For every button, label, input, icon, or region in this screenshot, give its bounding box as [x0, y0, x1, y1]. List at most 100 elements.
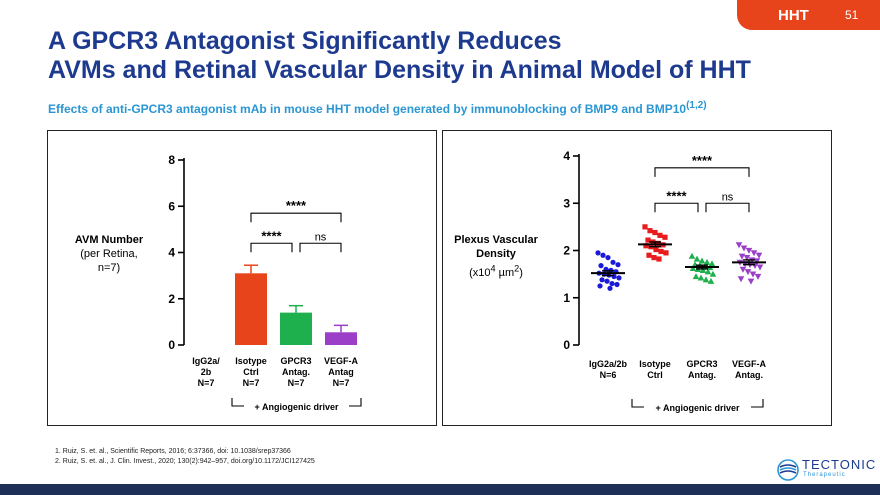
density-data-point — [656, 256, 662, 262]
density-y-tick-label: 4 — [563, 149, 570, 163]
density-significance-label: **** — [692, 153, 713, 168]
density-x-tick-label: N=6 — [600, 370, 617, 380]
density-data-point — [756, 264, 764, 271]
density-data-point — [692, 273, 700, 280]
density-data-point — [750, 250, 758, 257]
avm-x-tick-label: N=7 — [198, 378, 215, 388]
density-data-point — [616, 275, 622, 281]
avm-significance-bracket — [250, 242, 293, 253]
density-x-tick-label: Ctrl — [647, 370, 663, 380]
density-data-point — [737, 276, 745, 283]
density-y-tick-label: 0 — [563, 338, 570, 352]
density-data-point — [688, 252, 696, 259]
page-number: 51 — [845, 8, 859, 22]
density-data-point — [707, 277, 715, 284]
density-data-point — [743, 254, 751, 261]
avm-x-tick-label: Ctrl — [243, 367, 259, 377]
avm-y-axis-label: AVM Number (per Retina, n=7) — [64, 233, 154, 275]
density-data-point — [704, 268, 712, 275]
density-data-point — [605, 254, 611, 261]
density-driver-bracket-right — [751, 399, 764, 408]
subtitle-reference: (1,2) — [686, 100, 707, 111]
density-data-point — [755, 252, 763, 259]
density-chart-panel: Plexus Vascular Density (x104 µm2) 0 1 2 3 4… — [442, 130, 832, 426]
avm-y-tick-label: 8 — [168, 153, 175, 167]
avm-driver-bracket-left — [231, 398, 244, 407]
density-data-point — [662, 234, 668, 240]
density-data-point — [598, 263, 604, 269]
avm-y-label-main: AVM Number — [74, 234, 144, 246]
density-data-point — [609, 280, 615, 287]
company-logo: TECTONIC Therapeutic — [776, 456, 876, 484]
avm-driver-label: + Angiogenic driver — [255, 402, 339, 412]
avm-x-tick-label: N=7 — [288, 378, 305, 388]
references: 1. Ruiz, S. et. al., Scientific Reports,… — [55, 447, 315, 467]
density-data-point — [615, 262, 621, 268]
avm-x-tick-label: VEGF-A — [324, 356, 359, 366]
density-x-tick-label: Antag. — [688, 370, 716, 380]
density-data-point — [652, 229, 658, 236]
section-badge-label: HHT — [778, 7, 809, 24]
density-data-point — [703, 258, 711, 265]
density-x-tick-label: Antag. — [735, 370, 763, 380]
section-badge — [737, 0, 880, 30]
density-data-point — [610, 259, 616, 265]
slide-title: A GPCR3 Antagonist Significantly Reduces… — [48, 27, 751, 85]
avm-driver-bracket-right — [349, 398, 362, 407]
density-data-point — [657, 232, 663, 238]
density-y-label-unit: (x104 µm2) — [469, 263, 523, 279]
density-data-point — [693, 255, 701, 262]
avm-x-tick-label: 2b — [201, 367, 212, 377]
density-data-point — [747, 278, 755, 285]
density-data-point — [643, 243, 649, 249]
avm-y-label-sub2: n=7) — [97, 262, 121, 274]
density-scatter-chart: 01234IgG2a/2bN=6IsotypeCtrlGPCR3Antag.VE… — [563, 149, 766, 413]
density-x-tick-label: Isotype — [639, 359, 671, 369]
density-data-point — [745, 247, 753, 254]
density-significance-label: **** — [666, 188, 687, 203]
avm-x-tick-label: Isotype — [235, 356, 267, 366]
density-data-point — [600, 252, 606, 258]
avm-x-tick-label: Antag — [328, 367, 354, 377]
density-driver-label: + Angiogenic driver — [656, 403, 740, 413]
density-data-point — [754, 273, 762, 280]
density-x-tick-label: GPCR3 — [686, 359, 717, 369]
density-data-point — [614, 281, 620, 288]
avm-x-tick-label: IgG2a/ — [192, 356, 220, 366]
logo-name: TECTONIC — [802, 457, 877, 472]
density-data-point — [735, 242, 743, 249]
density-y-tick-label: 1 — [563, 291, 570, 305]
density-data-point — [642, 224, 648, 230]
density-y-tick-label: 2 — [563, 244, 570, 258]
avm-x-tick-label: N=7 — [243, 378, 260, 388]
density-data-point — [658, 248, 664, 255]
avm-chart-panel: AVM Number (per Retina, n=7) 0 2 4 6 8 IgG2a/… — [47, 130, 437, 426]
footer-bar — [0, 484, 880, 495]
density-data-point — [702, 276, 710, 283]
density-data-point — [604, 278, 610, 284]
density-significance-bracket — [654, 202, 699, 213]
density-data-point — [740, 245, 748, 252]
density-y-axis-label: Plexus Vascular Density (x104 µm2) — [451, 233, 541, 280]
density-data-point — [607, 285, 613, 291]
density-data-point — [689, 265, 697, 272]
avm-significance-bracket — [250, 212, 342, 223]
avm-significance-bracket — [299, 242, 342, 253]
density-driver-bracket-left — [631, 399, 644, 408]
density-data-point — [647, 228, 653, 234]
density-data-point — [653, 246, 659, 253]
avm-y-tick-label: 0 — [168, 338, 175, 352]
reference-1: 1. Ruiz, S. et. al., Scientific Reports,… — [55, 448, 291, 455]
density-y-label-main: Plexus Vascular — [454, 234, 538, 246]
density-data-point — [651, 254, 657, 261]
density-data-point — [709, 270, 717, 277]
density-data-point — [749, 271, 757, 278]
density-data-point — [663, 250, 669, 256]
avm-significance-label: **** — [286, 198, 307, 213]
density-data-point — [753, 258, 761, 265]
density-data-point — [595, 250, 601, 256]
avm-x-tick-label: N=7 — [333, 378, 350, 388]
density-data-point — [611, 273, 617, 280]
avm-bar — [280, 312, 312, 345]
avm-bar-chart: 02468IgG2a/2bN=7IsotypeCtrlN=7GPCR3Antag… — [168, 153, 362, 412]
